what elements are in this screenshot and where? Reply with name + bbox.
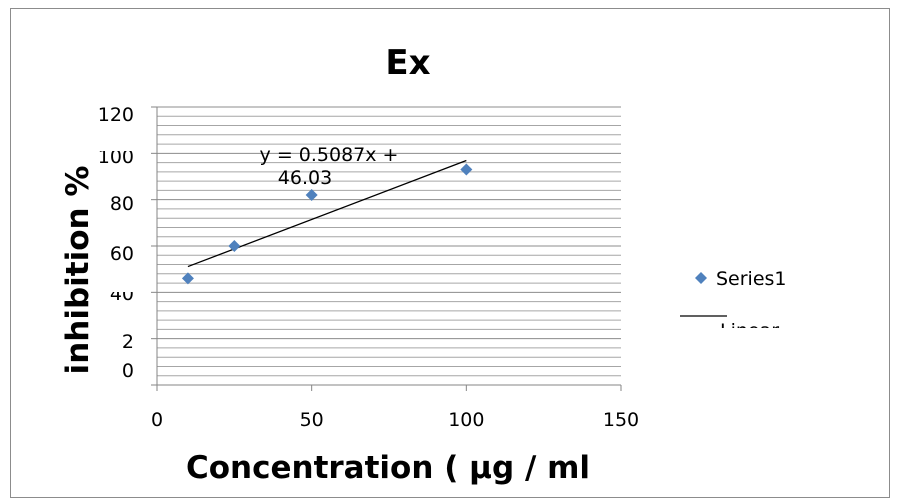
trendline-equation-line2: 46.03: [278, 167, 332, 189]
x-tick-label: 0: [151, 409, 163, 431]
legend-marker-series1: [695, 272, 707, 284]
data-point: [460, 163, 473, 176]
x-axis-title: Concentration ( µg / ml: [186, 450, 590, 486]
y-tick-label: 2: [122, 331, 134, 353]
trendline-equation-line1: y = 0.5087x +: [260, 144, 399, 166]
legend-label-clip: Linear: [720, 320, 779, 342]
tick-labels: 0 50 100 150 0 2 40 60 80 100 120: [98, 104, 639, 431]
y-tick-label: 60: [110, 243, 134, 265]
chart-title: Ex: [385, 43, 430, 83]
legend-label-linear: Linear: [720, 320, 779, 342]
y-tick-label: 0: [122, 360, 134, 382]
x-tick-label: 150: [603, 409, 639, 431]
y-tick-label: 80: [110, 193, 134, 215]
legend-label-series1: Series1: [716, 268, 787, 290]
axes: [151, 106, 622, 391]
y-tick-label: 100: [98, 146, 134, 168]
legend: Series1 Linear: [680, 268, 787, 342]
y-tick-label: 40: [110, 283, 134, 305]
x-tick-label: 100: [448, 409, 484, 431]
data-point: [228, 240, 241, 252]
y-tick-label: 120: [98, 104, 134, 126]
x-tick-label: 50: [300, 409, 324, 431]
data-points: [181, 163, 473, 285]
y-axis-title: inhibition %: [60, 166, 96, 375]
data-point: [181, 272, 194, 285]
data-point: [305, 189, 318, 202]
